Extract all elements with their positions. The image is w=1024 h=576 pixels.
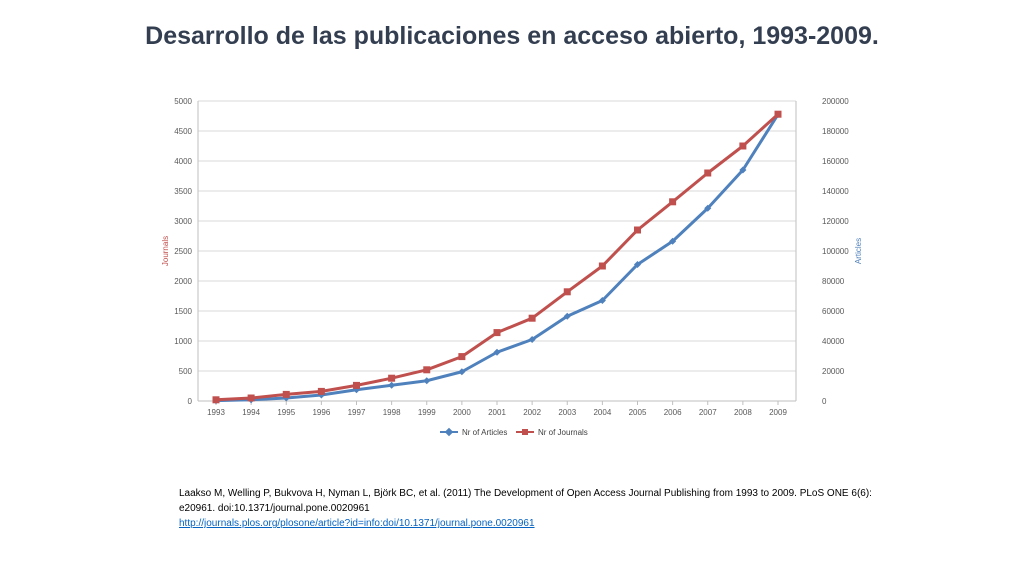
x-tick-label: 2006 xyxy=(664,408,682,417)
data-point-journals xyxy=(739,142,747,150)
right-tick-label: 100000 xyxy=(822,247,849,256)
x-tick-label: 2002 xyxy=(523,408,541,417)
series-layer xyxy=(212,110,782,405)
data-point-journals xyxy=(317,387,325,395)
right-tick-label: 80000 xyxy=(822,277,845,286)
x-tick-label: 2001 xyxy=(488,408,506,417)
x-tick-label: 1999 xyxy=(418,408,436,417)
data-point-articles xyxy=(704,204,712,212)
x-tick-label: 2000 xyxy=(453,408,471,417)
left-tick-label: 4000 xyxy=(174,157,192,166)
data-point-articles xyxy=(388,381,396,389)
left-tick-label: 1000 xyxy=(174,337,192,346)
data-point-journals xyxy=(423,366,431,374)
right-tick-label: 120000 xyxy=(822,217,849,226)
citation-text: Laakso M, Welling P, Bukvova H, Nyman L,… xyxy=(179,488,872,514)
left-tick-label: 5000 xyxy=(174,97,192,106)
left-tick-label: 3000 xyxy=(174,217,192,226)
right-tick-label: 140000 xyxy=(822,187,849,196)
right-tick-label: 160000 xyxy=(822,157,849,166)
left-tick-label: 500 xyxy=(179,367,193,376)
data-point-articles xyxy=(493,348,501,356)
data-point-journals xyxy=(669,198,677,206)
left-tick-label: 2500 xyxy=(174,247,192,256)
right-tick-label: 200000 xyxy=(822,97,849,106)
data-point-journals xyxy=(704,169,712,177)
legend-articles-marker xyxy=(444,427,454,437)
citation-link[interactable]: http://journals.plos.org/plosone/article… xyxy=(179,518,535,529)
series-line-journals xyxy=(215,113,780,402)
left-tick-label: 0 xyxy=(188,397,193,406)
citation: Laakso M, Welling P, Bukvova H, Nyman L,… xyxy=(179,486,879,531)
x-tick-label: 2007 xyxy=(699,408,717,417)
data-point-journals xyxy=(774,110,782,118)
left-tick-label: 3500 xyxy=(174,187,192,196)
x-tick-label: 1993 xyxy=(207,408,225,417)
data-point-articles xyxy=(563,312,571,320)
right-tick-label: 180000 xyxy=(822,127,849,136)
left-axis-title: Journals xyxy=(161,236,170,266)
data-point-journals xyxy=(528,314,536,322)
right-tick-label: 60000 xyxy=(822,307,845,316)
series-line-articles xyxy=(215,113,780,403)
data-point-journals xyxy=(563,288,571,296)
x-tick-label: 1998 xyxy=(383,408,401,417)
legend-articles-label: Nr of Articles xyxy=(462,428,507,437)
slide-title: Desarrollo de las publicaciones en acces… xyxy=(145,22,879,50)
data-point-articles xyxy=(633,260,642,269)
x-tick-label: 1994 xyxy=(242,408,260,417)
right-tick-label: 20000 xyxy=(822,367,845,376)
data-point-articles xyxy=(739,166,747,174)
data-point-articles xyxy=(423,377,431,385)
x-tick-label: 1997 xyxy=(348,408,366,417)
x-tick-label: 1995 xyxy=(277,408,295,417)
x-tick-label: 2009 xyxy=(769,408,787,417)
data-point-journals xyxy=(247,394,255,402)
data-point-journals xyxy=(598,262,606,270)
data-point-articles xyxy=(669,237,677,245)
data-point-journals xyxy=(353,381,360,389)
x-tick-label: 1996 xyxy=(312,408,330,417)
right-axis-title: Articles xyxy=(854,238,863,264)
data-point-journals xyxy=(388,374,396,382)
x-tick-label: 2003 xyxy=(558,408,576,417)
data-point-journals xyxy=(212,396,220,404)
right-tick-label: 0 xyxy=(822,397,827,406)
x-tick-label: 2004 xyxy=(593,408,611,417)
data-point-journals xyxy=(282,390,290,398)
x-tick-label: 2005 xyxy=(629,408,647,417)
x-axis-ticks: 1993 1994 1995 1996 1997 1998 1999 2000 2001 2002… xyxy=(207,401,787,417)
data-point-articles xyxy=(458,368,466,376)
data-point-journals xyxy=(458,353,466,361)
data-point-articles xyxy=(528,335,536,344)
data-point-journals xyxy=(493,329,501,337)
left-axis-ticks: 0 500 1000 1500 2000 2500 3000 3500 4000 4500 5000 xyxy=(174,97,192,406)
legend-journals-marker xyxy=(522,429,528,435)
legend: Nr of Articles Nr of Journals xyxy=(440,427,588,437)
gridlines xyxy=(197,100,797,402)
right-tick-label: 40000 xyxy=(822,337,845,346)
right-axis-ticks: 0 20000 40000 60000 80000 100000 120000 140000 1… xyxy=(822,97,849,406)
left-tick-label: 4500 xyxy=(174,127,192,136)
x-tick-label: 2008 xyxy=(734,408,752,417)
data-point-articles xyxy=(598,296,606,305)
legend-journals-label: Nr of Journals xyxy=(538,428,588,437)
left-tick-label: 2000 xyxy=(174,277,192,286)
data-point-journals xyxy=(634,226,641,234)
left-tick-label: 1500 xyxy=(174,307,192,316)
